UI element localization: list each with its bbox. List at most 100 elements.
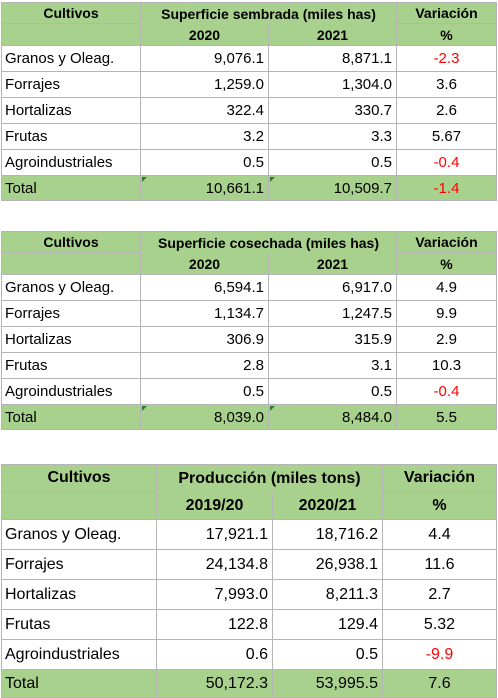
value-year-a: 1,134.7	[141, 301, 269, 327]
table-header-row: Cultivos Superficie sembrada (miles has)…	[1, 2, 497, 24]
error-indicator-icon	[142, 406, 147, 411]
value-year-b: 1,247.5	[269, 301, 397, 327]
row-label: Hortalizas	[1, 580, 157, 610]
table-header-row: Cultivos Producción (miles tons) Variaci…	[1, 464, 497, 492]
row-label: Agroindustriales	[1, 640, 157, 670]
column-header-variation: Variación	[383, 464, 497, 492]
row-label: Hortalizas	[1, 327, 141, 353]
value-variation: 3.6	[397, 72, 497, 98]
column-header-metric: Producción (miles tons)	[157, 464, 383, 492]
column-header-year-b: 2021	[269, 253, 397, 275]
column-header-unit: %	[383, 492, 497, 520]
row-label: Granos y Oleag.	[1, 520, 157, 550]
total-label: Total	[1, 176, 141, 201]
row-label: Agroindustriales	[1, 379, 141, 405]
value-variation: 9.9	[397, 301, 497, 327]
value-year-a: 322.4	[141, 98, 269, 124]
value-variation: 10.3	[397, 353, 497, 379]
value-variation: 2.6	[397, 98, 497, 124]
table-row: Granos y Oleag. 9,076.1 8,871.1 -2.3	[1, 46, 497, 72]
column-header-year-b: 2020/21	[273, 492, 383, 520]
total-variation: 7.6	[383, 670, 497, 698]
column-header-unit: %	[397, 24, 497, 46]
total-year-b: 10,509.7	[269, 176, 397, 201]
value-year-a: 17,921.1	[157, 520, 273, 550]
table-header-row: Cultivos Superficie cosechada (miles has…	[1, 231, 497, 253]
table-produccion: Cultivos Producción (miles tons) Variaci…	[1, 464, 497, 698]
value-year-b: 8,211.3	[273, 580, 383, 610]
table-row: Forrajes 1,259.0 1,304.0 3.6	[1, 72, 497, 98]
value-year-b: 18,716.2	[273, 520, 383, 550]
column-header-year-b: 2021	[269, 24, 397, 46]
table-row: Granos y Oleag. 6,594.1 6,917.0 4.9	[1, 275, 497, 301]
total-row: Total 8,039.0 8,484.0 5.5	[1, 405, 497, 430]
table-row: Frutas 3.2 3.3 5.67	[1, 124, 497, 150]
value-year-a: 0.5	[141, 379, 269, 405]
total-year-b: 53,995.5	[273, 670, 383, 698]
row-label: Frutas	[1, 353, 141, 379]
value-year-b: 6,917.0	[269, 275, 397, 301]
value-year-b: 3.1	[269, 353, 397, 379]
value-year-a: 7,993.0	[157, 580, 273, 610]
table-row: Forrajes 24,134.8 26,938.1 11.6	[1, 550, 497, 580]
column-header-metric: Superficie sembrada (miles has)	[141, 2, 397, 24]
value-year-a: 0.5	[141, 150, 269, 176]
table-row: Forrajes 1,134.7 1,247.5 9.9	[1, 301, 497, 327]
value-variation: -9.9	[383, 640, 497, 670]
total-variation: -1.4	[397, 176, 497, 201]
column-header-blank	[1, 24, 141, 46]
value-year-b: 315.9	[269, 327, 397, 353]
table-row: Hortalizas 322.4 330.7 2.6	[1, 98, 497, 124]
row-label: Forrajes	[1, 550, 157, 580]
table-row: Hortalizas 7,993.0 8,211.3 2.7	[1, 580, 497, 610]
value-year-b: 26,938.1	[273, 550, 383, 580]
value-year-b: 8,871.1	[269, 46, 397, 72]
column-header-year-a: 2020	[141, 24, 269, 46]
table-row: Agroindustriales 0.5 0.5 -0.4	[1, 379, 497, 405]
value-year-b: 0.5	[269, 150, 397, 176]
row-label: Hortalizas	[1, 98, 141, 124]
column-header-unit: %	[397, 253, 497, 275]
value-year-b: 1,304.0	[269, 72, 397, 98]
value-year-a: 3.2	[141, 124, 269, 150]
row-label: Frutas	[1, 124, 141, 150]
column-header-blank	[1, 492, 157, 520]
total-label: Total	[1, 670, 157, 698]
table-subheader-row: 2020 2021 %	[1, 253, 497, 275]
total-row: Total 50,172.3 53,995.5 7.6	[1, 670, 497, 698]
column-header-year-a: 2020	[141, 253, 269, 275]
row-label: Forrajes	[1, 72, 141, 98]
value-year-a: 2.8	[141, 353, 269, 379]
total-variation: 5.5	[397, 405, 497, 430]
column-header-variation: Variación	[397, 2, 497, 24]
value-variation: -0.4	[397, 150, 497, 176]
table-row: Hortalizas 306.9 315.9 2.9	[1, 327, 497, 353]
value-variation: 5.32	[383, 610, 497, 640]
value-year-b: 330.7	[269, 98, 397, 124]
row-label: Frutas	[1, 610, 157, 640]
column-header-cultivos: Cultivos	[1, 2, 141, 24]
total-label: Total	[1, 405, 141, 430]
error-indicator-icon	[270, 177, 275, 182]
value-variation: 2.7	[383, 580, 497, 610]
error-indicator-icon	[270, 406, 275, 411]
table-superficie-cosechada: Cultivos Superficie cosechada (miles has…	[1, 231, 497, 430]
column-header-variation: Variación	[397, 231, 497, 253]
value-variation: 11.6	[383, 550, 497, 580]
table-superficie-sembrada: Cultivos Superficie sembrada (miles has)…	[1, 2, 497, 201]
value-year-b: 129.4	[273, 610, 383, 640]
column-header-blank	[1, 253, 141, 275]
value-year-b: 0.5	[273, 640, 383, 670]
value-year-a: 6,594.1	[141, 275, 269, 301]
value-variation: -0.4	[397, 379, 497, 405]
value-variation: 4.4	[383, 520, 497, 550]
row-label: Granos y Oleag.	[1, 46, 141, 72]
table-row: Frutas 122.8 129.4 5.32	[1, 610, 497, 640]
table-subheader-row: 2019/20 2020/21 %	[1, 492, 497, 520]
value-variation: 5.67	[397, 124, 497, 150]
table-row: Granos y Oleag. 17,921.1 18,716.2 4.4	[1, 520, 497, 550]
total-year-a: 50,172.3	[157, 670, 273, 698]
value-variation: 4.9	[397, 275, 497, 301]
row-label: Granos y Oleag.	[1, 275, 141, 301]
table-subheader-row: 2020 2021 %	[1, 24, 497, 46]
